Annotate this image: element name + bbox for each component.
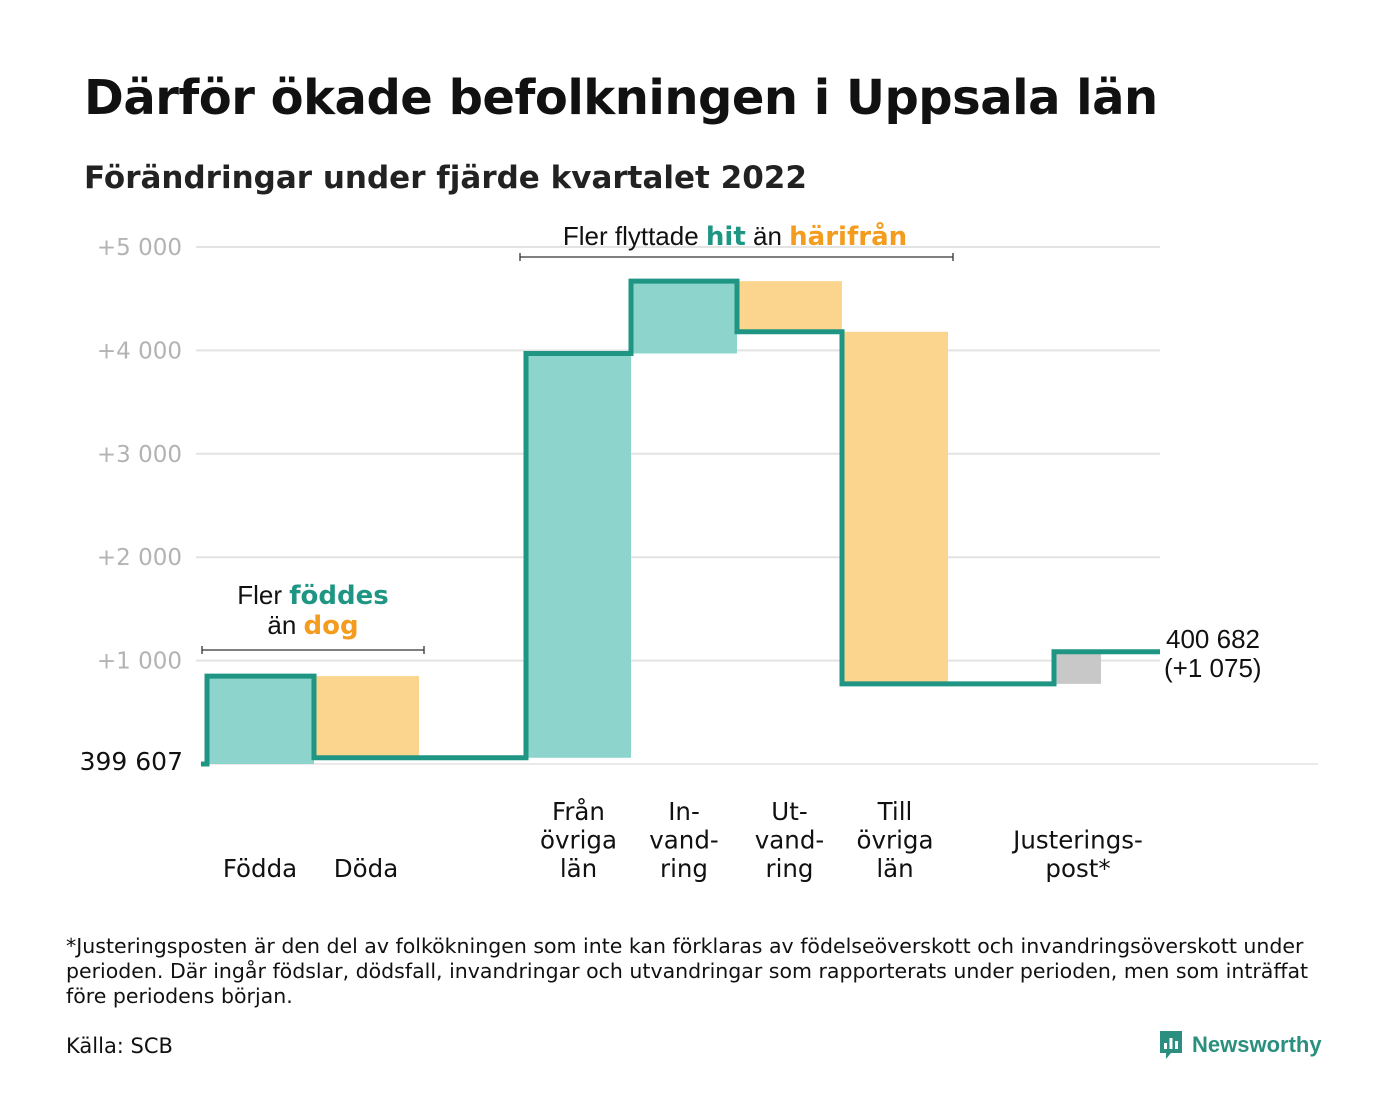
births-annotation-line2: än dog xyxy=(267,610,358,641)
migration-annotation: Fler flyttade hit än härifrån xyxy=(563,220,907,252)
source-label: Källa: SCB xyxy=(66,1034,173,1058)
chart-title: Därför ökade befolkningen i Uppsala län xyxy=(84,70,1158,126)
category-label-5: Till övriga län xyxy=(857,797,934,883)
y-tick-label: +5 000 xyxy=(97,235,182,261)
category-label-line: ring xyxy=(766,854,814,883)
y-tick-label: +2 000 xyxy=(97,545,182,571)
end-value-label: 400 682 (+1 075) xyxy=(1164,624,1262,683)
category-label-0: Födda xyxy=(223,854,297,883)
category-label-6: Justerings-post* xyxy=(1011,826,1143,884)
bar-2 xyxy=(526,353,631,758)
births-annotation-line1: Fler föddes xyxy=(237,580,389,611)
category-label-line: Ut- xyxy=(771,797,807,826)
category-label-line: post* xyxy=(1045,854,1110,883)
end-change-line: (+1 075) xyxy=(1164,653,1262,683)
category-label-line: Födda xyxy=(223,854,297,883)
category-label-line: Från xyxy=(552,797,605,826)
category-label-line: län xyxy=(560,854,597,883)
category-label-line: ring xyxy=(660,854,708,883)
bar-4 xyxy=(737,281,842,332)
category-label-line: övriga xyxy=(857,826,934,855)
category-label-line: övriga xyxy=(540,826,617,855)
y-tick-label: +1 000 xyxy=(97,649,182,675)
category-label-line: Justerings- xyxy=(1011,826,1143,855)
bar-3 xyxy=(631,281,737,354)
category-label-line: Till xyxy=(877,797,913,826)
y-tick-labels: +1 000 +2 000 +3 000 +4 000 +5 000 xyxy=(97,235,182,675)
end-value-line: 400 682 xyxy=(1166,624,1260,654)
category-label-1: Döda xyxy=(334,854,398,883)
waterfall-chart: +1 000 +2 000 +3 000 +4 000 +5 000 Födda Döda… xyxy=(80,220,1318,883)
bar-5 xyxy=(842,331,948,684)
category-label-4: Ut-vand-ring xyxy=(755,797,824,883)
category-label-line: Döda xyxy=(334,854,398,883)
brand-logo: Newsworthy xyxy=(1158,1028,1322,1062)
brand-name: Newsworthy xyxy=(1192,1032,1322,1057)
bars xyxy=(207,281,1101,764)
y-tick-label: +4 000 xyxy=(97,338,182,364)
footnote: *Justeringsposten är den del av folkökni… xyxy=(66,934,1309,1008)
bar-6 xyxy=(1054,651,1101,684)
category-label-line: vand- xyxy=(649,826,718,855)
category-label-2: Från övriga län xyxy=(540,797,617,883)
start-value-label: 399 607 xyxy=(80,747,183,776)
bar-0 xyxy=(207,676,314,764)
category-label-3: In-vand-ring xyxy=(649,797,718,883)
cumulative-line-group xyxy=(201,278,1160,767)
bar-1 xyxy=(314,676,419,758)
cumulative-line xyxy=(201,278,1160,767)
category-label-line: In- xyxy=(668,797,700,826)
gridlines xyxy=(196,246,1318,765)
category-label-line: län xyxy=(876,854,913,883)
chart-subtitle: Förändringar under fjärde kvartalet 2022 xyxy=(84,160,807,196)
category-label-line: vand- xyxy=(755,826,824,855)
newsworthy-logo-icon xyxy=(1160,1031,1182,1059)
y-tick-label: +3 000 xyxy=(97,442,182,468)
